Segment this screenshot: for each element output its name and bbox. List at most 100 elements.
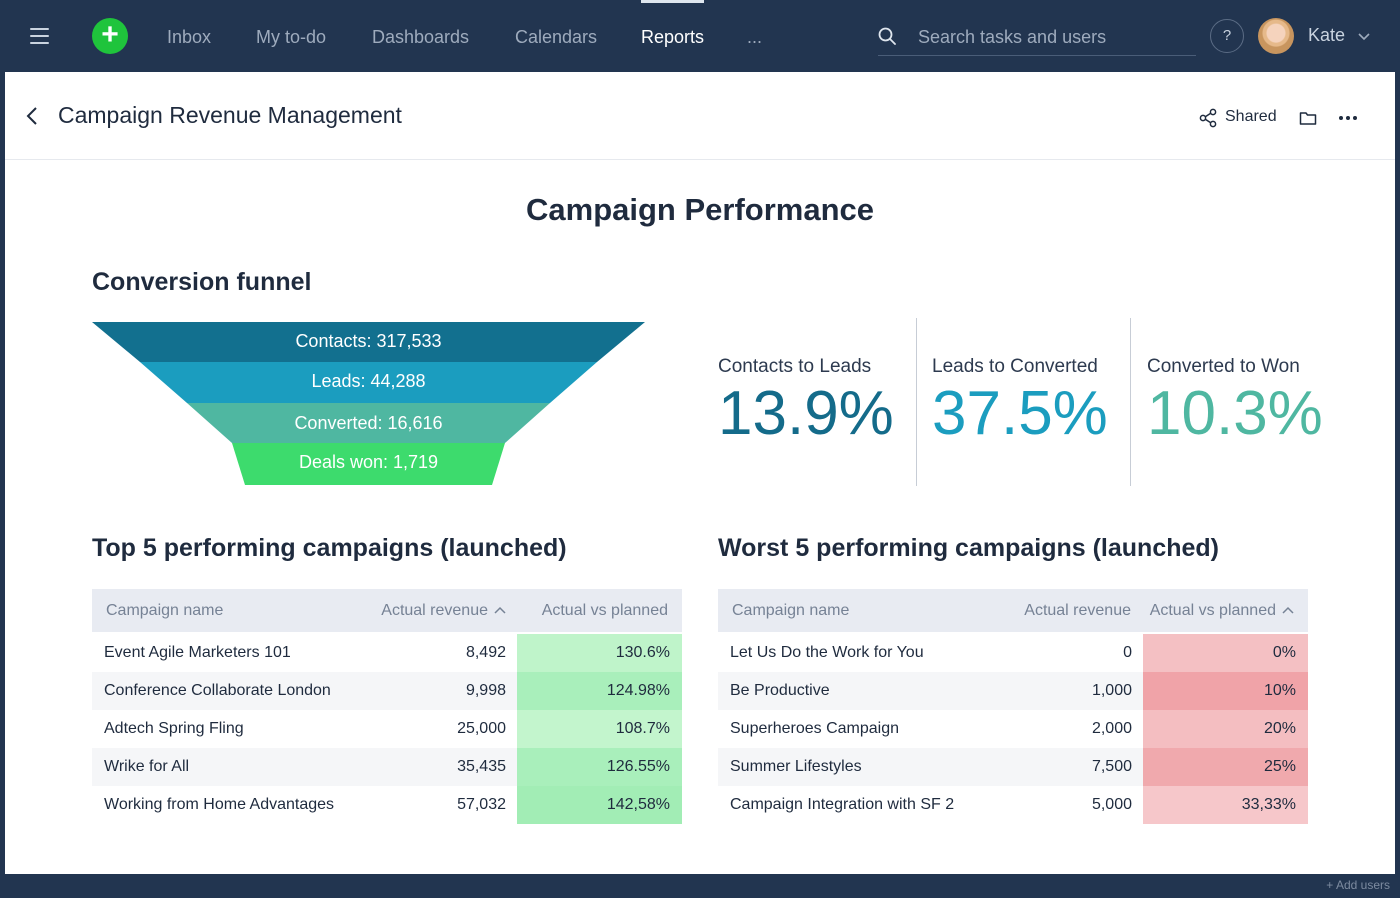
search-input[interactable] xyxy=(918,24,1188,50)
nav-item-my-todo[interactable]: My to-do xyxy=(256,27,327,47)
avatar[interactable] xyxy=(1258,18,1294,54)
worst-campaigns-title: Worst 5 performing campaigns (launched) xyxy=(718,534,1220,562)
metric-label: Leads to Converted xyxy=(932,356,1098,377)
campaign-name-cell: Be Productive xyxy=(730,682,830,699)
campaign-name-cell: Working from Home Advantages xyxy=(104,796,335,813)
metric-converted-to-won: Converted to Won 10.3% xyxy=(1147,318,1337,486)
funnel-label-converted: Converted: 16,616 xyxy=(294,413,443,433)
table-row[interactable]: Superheroes Campaign 2,000 20% xyxy=(718,710,1308,748)
metric-label: Converted to Won xyxy=(1147,356,1300,377)
actual-revenue-cell: 2,000 xyxy=(1091,720,1132,737)
nav-item-more[interactable]: ... xyxy=(747,27,763,47)
table-header: Campaign name Actual revenue Actual vs p… xyxy=(718,589,1308,632)
funnel-stage-converted xyxy=(187,403,550,443)
funnel-label-contacts: Contacts: 317,533 xyxy=(295,331,442,351)
back-arrow-icon[interactable] xyxy=(25,106,39,126)
actual-vs-planned-cell: 130.6% xyxy=(517,634,682,672)
funnel-stage-leads xyxy=(140,362,597,403)
share-icon[interactable] xyxy=(1199,108,1217,128)
report-title: Campaign Performance xyxy=(526,192,874,227)
chevron-down-icon[interactable] xyxy=(1358,30,1370,42)
metric-divider xyxy=(916,318,917,486)
actual-revenue-cell: 1,000 xyxy=(1091,682,1132,699)
column-header-label: Actual vs planned xyxy=(1149,602,1276,619)
table-header: Campaign name Actual revenue Actual vs p… xyxy=(92,589,682,632)
campaign-name-cell: Summer Lifestyles xyxy=(730,758,862,775)
report-panel: Campaign Revenue Management Shared Campa… xyxy=(5,72,1395,874)
actual-revenue-cell: 7,500 xyxy=(1091,758,1132,775)
actual-vs-planned-cell: 126.55% xyxy=(517,748,682,786)
campaign-name-cell: Wrike for All xyxy=(104,758,190,775)
sort-ascending-icon xyxy=(494,606,506,614)
conversion-funnel xyxy=(92,322,645,485)
column-header-actual-vs-planned[interactable]: Actual vs planned xyxy=(1150,589,1294,632)
folder-icon[interactable] xyxy=(1299,110,1317,126)
table-row[interactable]: Summer Lifestyles 7,500 25% xyxy=(718,748,1308,786)
nav-item-reports[interactable]: Reports xyxy=(641,0,705,72)
user-name[interactable]: Kate xyxy=(1308,25,1346,45)
actual-revenue-cell: 35,435 xyxy=(457,758,506,775)
actual-revenue-cell: 0 xyxy=(1123,644,1132,661)
actual-revenue-cell: 8,492 xyxy=(465,644,506,661)
page-title: Campaign Revenue Management xyxy=(58,102,402,128)
metric-value: 10.3% xyxy=(1147,379,1323,448)
search-box xyxy=(878,18,1196,56)
metric-label: Contacts to Leads xyxy=(718,356,872,377)
column-header-actual-vs-planned[interactable]: Actual vs planned xyxy=(541,602,668,619)
nav-item-dashboards[interactable]: Dashboards xyxy=(372,27,470,47)
actual-vs-planned-cell: 10% xyxy=(1143,672,1308,710)
metric-value: 13.9% xyxy=(718,379,894,448)
column-header-campaign-name[interactable]: Campaign name xyxy=(732,602,850,619)
metric-value: 37.5% xyxy=(932,379,1108,448)
nav-item-calendars[interactable]: Calendars xyxy=(515,27,598,47)
campaign-name-cell: Adtech Spring Fling xyxy=(104,720,244,737)
nav-item-inbox[interactable]: Inbox xyxy=(167,27,212,47)
campaign-name-cell: Superheroes Campaign xyxy=(730,720,899,737)
add-button[interactable]: + xyxy=(92,18,128,54)
table-row[interactable]: Let Us Do the Work for You 0 0% xyxy=(718,634,1308,672)
campaign-name-cell: Let Us Do the Work for You xyxy=(730,644,924,661)
funnel-stage-contacts xyxy=(92,322,645,362)
search-icon xyxy=(878,27,896,45)
table-row[interactable]: Adtech Spring Fling 25,000 108.7% xyxy=(92,710,682,748)
column-header-actual-revenue[interactable]: Actual revenue xyxy=(381,589,506,632)
funnel-title: Conversion funnel xyxy=(92,268,312,296)
metric-contacts-to-leads: Contacts to Leads 13.9% xyxy=(718,318,908,486)
add-users-link[interactable]: + Add users xyxy=(1326,878,1390,892)
actual-vs-planned-cell: 124.98% xyxy=(517,672,682,710)
column-header-actual-revenue[interactable]: Actual revenue xyxy=(1024,602,1131,619)
funnel-label-deals-won: Deals won: 1,719 xyxy=(298,452,439,472)
actual-vs-planned-cell: 142,58% xyxy=(517,786,682,824)
table-row[interactable]: Be Productive 1,000 10% xyxy=(718,672,1308,710)
help-button[interactable]: ? xyxy=(1210,19,1244,53)
actual-vs-planned-cell: 20% xyxy=(1143,710,1308,748)
page-header: Campaign Revenue Management Shared xyxy=(5,72,1395,160)
actual-vs-planned-cell: 33,33% xyxy=(1143,786,1308,824)
actual-vs-planned-cell: 108.7% xyxy=(517,710,682,748)
metric-divider xyxy=(1130,318,1131,486)
actual-revenue-cell: 5,000 xyxy=(1091,796,1132,813)
sort-ascending-icon xyxy=(1282,606,1294,614)
shared-button[interactable]: Shared xyxy=(1225,108,1277,125)
funnel-stage-deals-won xyxy=(232,443,505,485)
funnel-label-leads: Leads: 44,288 xyxy=(311,371,426,391)
metric-leads-to-converted: Leads to Converted 37.5% xyxy=(932,318,1122,486)
actual-vs-planned-cell: 25% xyxy=(1143,748,1308,786)
table-row[interactable]: Event Agile Marketers 101 8,492 130.6% xyxy=(92,634,682,672)
table-row[interactable]: Wrike for All 35,435 126.55% xyxy=(92,748,682,786)
column-header-label: Actual revenue xyxy=(381,602,488,619)
campaign-name-cell: Conference Collaborate London xyxy=(104,682,331,699)
campaign-name-cell: Event Agile Marketers 101 xyxy=(104,644,291,661)
actual-revenue-cell: 9,998 xyxy=(465,682,506,699)
column-header-campaign-name[interactable]: Campaign name xyxy=(106,602,224,619)
more-options-icon[interactable] xyxy=(1338,108,1358,128)
actual-vs-planned-cell: 0% xyxy=(1143,634,1308,672)
top-bar: + Inbox My to-do Dashboards Calendars Re… xyxy=(0,0,1400,72)
table-row[interactable]: Working from Home Advantages 57,032 142,58… xyxy=(92,786,682,824)
menu-icon[interactable] xyxy=(30,28,49,44)
table-row[interactable]: Conference Collaborate London 9,998 124.98… xyxy=(92,672,682,710)
actual-revenue-cell: 57,032 xyxy=(457,796,506,813)
table-row[interactable]: Campaign Integration with SF 2 5,000 33,33… xyxy=(718,786,1308,824)
actual-revenue-cell: 25,000 xyxy=(457,720,506,737)
top-campaigns-title: Top 5 performing campaigns (launched) xyxy=(92,534,567,562)
